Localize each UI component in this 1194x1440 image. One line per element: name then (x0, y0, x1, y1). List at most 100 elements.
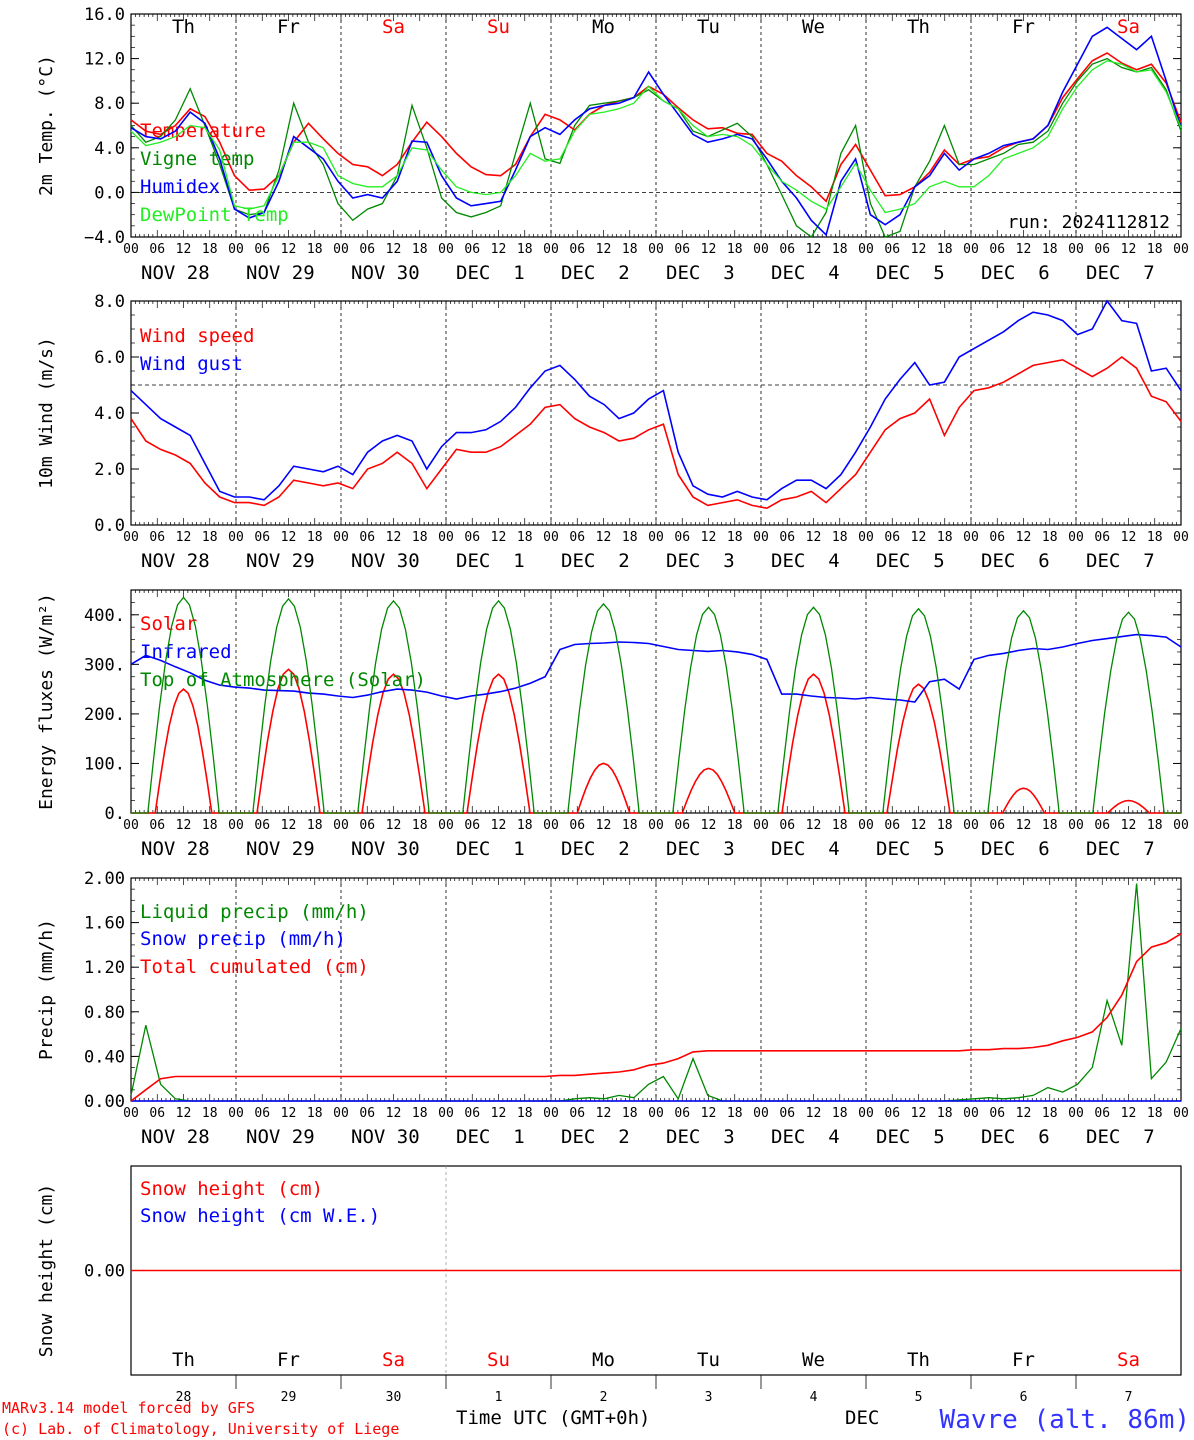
hour-label: 00 (1068, 818, 1084, 833)
y-axis-label: Precip (mm/h) (36, 919, 57, 1060)
hour-label: 00 (648, 242, 664, 257)
date-label: DEC 7 (1086, 550, 1155, 572)
date-label: NOV 30 (351, 1126, 420, 1148)
date-label: NOV 29 (246, 262, 315, 284)
hour-label: 00 (543, 242, 559, 257)
hour-label: 00 (648, 1106, 664, 1121)
day-name: We (802, 16, 825, 38)
date-label: DEC 1 (456, 550, 525, 572)
hour-label: 12 (1016, 818, 1032, 833)
series-line (130, 52, 1182, 203)
hour-label: 12 (701, 1106, 717, 1121)
hour-label: 00 (1068, 242, 1084, 257)
hour-label: 18 (727, 530, 743, 545)
day-name: Mo (592, 1349, 615, 1371)
hour-label: 00 (1068, 1106, 1084, 1121)
hour-label: 18 (937, 242, 953, 257)
hour-label: 12 (1016, 1106, 1032, 1121)
date-label: DEC 4 (771, 262, 840, 284)
hour-label: 06 (569, 242, 585, 257)
y-axis-label: 2m Temp. (°C) (36, 55, 57, 196)
hour-label: 00 (753, 818, 769, 833)
hour-label: 18 (307, 818, 323, 833)
date-label: NOV 28 (141, 262, 210, 284)
hour-label: 00 (123, 530, 139, 545)
hour-label: 12 (176, 1106, 192, 1121)
hour-label: 00 (858, 818, 874, 833)
date-label: DEC 7 (1086, 1126, 1155, 1148)
date-label: DEC 5 (876, 838, 945, 860)
day-number: 6 (1020, 1390, 1028, 1405)
hour-label: 00 (228, 1106, 244, 1121)
y-tick-label: 0. (105, 804, 125, 824)
date-label: DEC 6 (981, 838, 1050, 860)
legend-entry: Top of Atmosphere (Solar) (140, 669, 426, 691)
legend-entry: Total cumulated (cm) (140, 956, 369, 978)
month-label: DEC (845, 1407, 879, 1429)
hour-label: 06 (1094, 530, 1110, 545)
hour-label: 18 (202, 1106, 218, 1121)
hour-label: 00 (333, 242, 349, 257)
hour-label: 06 (149, 818, 165, 833)
hour-label: 06 (779, 818, 795, 833)
legend-entry: Snow height (cm W.E.) (140, 1205, 380, 1227)
date-label: DEC 2 (561, 838, 630, 860)
hour-label: 18 (937, 818, 953, 833)
hour-label: 12 (491, 242, 507, 257)
day-number: 29 (281, 1390, 297, 1405)
hour-label: 00 (858, 530, 874, 545)
hour-label: 00 (1173, 530, 1189, 545)
hour-label: 18 (412, 818, 428, 833)
series-line (130, 299, 1182, 501)
y-tick-label: 0.00 (84, 1092, 125, 1112)
panel-precip: 2.00 1.60 1.20 0.80 0.40 0.00 Precip (mm/h) Liq… (36, 869, 1189, 1148)
date-label: NOV 28 (141, 550, 210, 572)
hour-label: 00 (1068, 530, 1084, 545)
day-name: Fr (1012, 1349, 1035, 1371)
hour-label: 00 (333, 530, 349, 545)
hour-label: 00 (963, 1106, 979, 1121)
hour-label: 18 (937, 1106, 953, 1121)
day-name: Mo (592, 16, 615, 38)
hour-label: 12 (806, 530, 822, 545)
legend-entry: DewPoint Temp (140, 204, 289, 226)
hour-label: 06 (254, 530, 270, 545)
y-tick-label: 100. (84, 754, 125, 774)
hour-label: 18 (307, 242, 323, 257)
y-tick-label: 4.0 (94, 139, 125, 159)
y-tick-label: 8.0 (94, 292, 125, 312)
hour-label: 18 (202, 242, 218, 257)
hour-label: 06 (989, 818, 1005, 833)
run-label: run: 2024112812 (1007, 212, 1170, 233)
hour-label: 12 (491, 818, 507, 833)
hour-label: 00 (543, 530, 559, 545)
day-number: 30 (386, 1390, 402, 1405)
hour-label: 00 (438, 818, 454, 833)
panel-temp: 16.0 12.0 8.0 4.0 0.0 −4.0 2m Temp. (°C) Temper… (36, 5, 1189, 284)
legend-entry: Snow height (cm) (140, 1178, 323, 1200)
date-label: DEC 6 (981, 550, 1050, 572)
hour-label: 18 (727, 818, 743, 833)
y-tick-label: 16.0 (84, 5, 125, 25)
hour-label: 00 (543, 1106, 559, 1121)
hour-label: 12 (596, 530, 612, 545)
hour-label: 06 (989, 242, 1005, 257)
hour-label: 06 (779, 530, 795, 545)
hour-label: 00 (333, 1106, 349, 1121)
hour-label: 12 (701, 818, 717, 833)
y-tick-label: −4.0 (84, 228, 125, 248)
hour-label: 00 (753, 530, 769, 545)
hour-label: 06 (359, 530, 375, 545)
hour-label: 06 (989, 1106, 1005, 1121)
date-label: DEC 3 (666, 262, 735, 284)
date-label: DEC 2 (561, 550, 630, 572)
y-axis-label: Snow height (cm) (36, 1184, 57, 1357)
hour-label: 12 (1121, 1106, 1137, 1121)
hour-label: 12 (386, 818, 402, 833)
day-name: Su (487, 1349, 510, 1371)
hour-label: 06 (674, 242, 690, 257)
day-name: Fr (277, 1349, 300, 1371)
legend-entry: Infrared (140, 641, 232, 663)
y-tick-label: 200. (84, 705, 125, 725)
series-line (130, 60, 1182, 214)
